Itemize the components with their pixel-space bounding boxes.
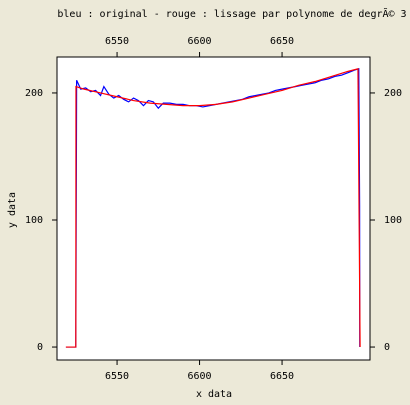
x-tick-label-top: 6650: [270, 36, 294, 47]
x-tick-label-top: 6600: [188, 36, 212, 47]
data-line: [65, 68, 361, 348]
data-line: [65, 68, 361, 348]
y-tick-label: 200: [25, 88, 43, 99]
y-tick-label: 0: [37, 342, 43, 353]
y-tick-label-right: 100: [384, 215, 402, 226]
chart-title: bleu : original - rouge : lissage par po…: [57, 7, 406, 20]
x-tick-label: 6650: [270, 371, 294, 382]
y-tick-label-right: 0: [384, 342, 390, 353]
x-axis-label: x data: [196, 389, 232, 400]
plot-area: [56, 56, 371, 361]
y-tick-label: 100: [25, 215, 43, 226]
y-tick-label-right: 200: [384, 88, 402, 99]
x-tick-label-top: 6550: [105, 36, 129, 47]
y-axis-label: y data: [7, 192, 18, 228]
x-tick-label: 6550: [105, 371, 129, 382]
x-tick-label: 6600: [188, 371, 212, 382]
